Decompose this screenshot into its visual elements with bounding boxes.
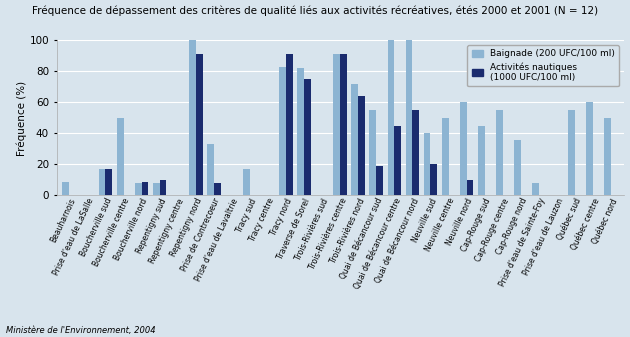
Bar [406, 40, 413, 195]
Bar [376, 166, 383, 195]
Bar [333, 54, 340, 195]
Bar [460, 102, 467, 195]
Legend: Baignade (200 UFC/100 ml), Activités nautiques
(1000 UFC/100 ml): Baignade (200 UFC/100 ml), Activités nau… [467, 45, 619, 87]
Bar [152, 183, 159, 195]
Bar [430, 164, 437, 195]
Bar [340, 54, 347, 195]
Bar [214, 183, 220, 195]
Bar [286, 54, 293, 195]
Bar [604, 118, 611, 195]
Bar [358, 96, 365, 195]
Bar [413, 110, 420, 195]
Bar [442, 118, 449, 195]
Text: Ministère de l'Environnement, 2004: Ministère de l'Environnement, 2004 [6, 326, 156, 335]
Text: Fréquence de dépassement des critères de qualité liés aux activités récréatives,: Fréquence de dépassement des critères de… [32, 5, 598, 16]
Bar [568, 110, 575, 195]
Bar [586, 102, 593, 195]
Bar [279, 67, 286, 195]
Y-axis label: Fréquence (%): Fréquence (%) [16, 81, 26, 155]
Bar [387, 40, 394, 195]
Bar [207, 144, 214, 195]
Bar [369, 110, 376, 195]
Bar [467, 180, 474, 195]
Bar [304, 79, 311, 195]
Bar [243, 169, 250, 195]
Bar [423, 133, 430, 195]
Bar [117, 118, 123, 195]
Bar [159, 180, 166, 195]
Bar [394, 126, 401, 195]
Bar [352, 84, 358, 195]
Bar [514, 140, 521, 195]
Bar [496, 110, 503, 195]
Bar [98, 169, 105, 195]
Bar [196, 54, 203, 195]
Bar [62, 182, 69, 195]
Bar [105, 169, 112, 195]
Bar [532, 183, 539, 195]
Bar [478, 126, 484, 195]
Bar [297, 68, 304, 195]
Bar [135, 183, 142, 195]
Bar [189, 40, 196, 195]
Bar [142, 182, 149, 195]
